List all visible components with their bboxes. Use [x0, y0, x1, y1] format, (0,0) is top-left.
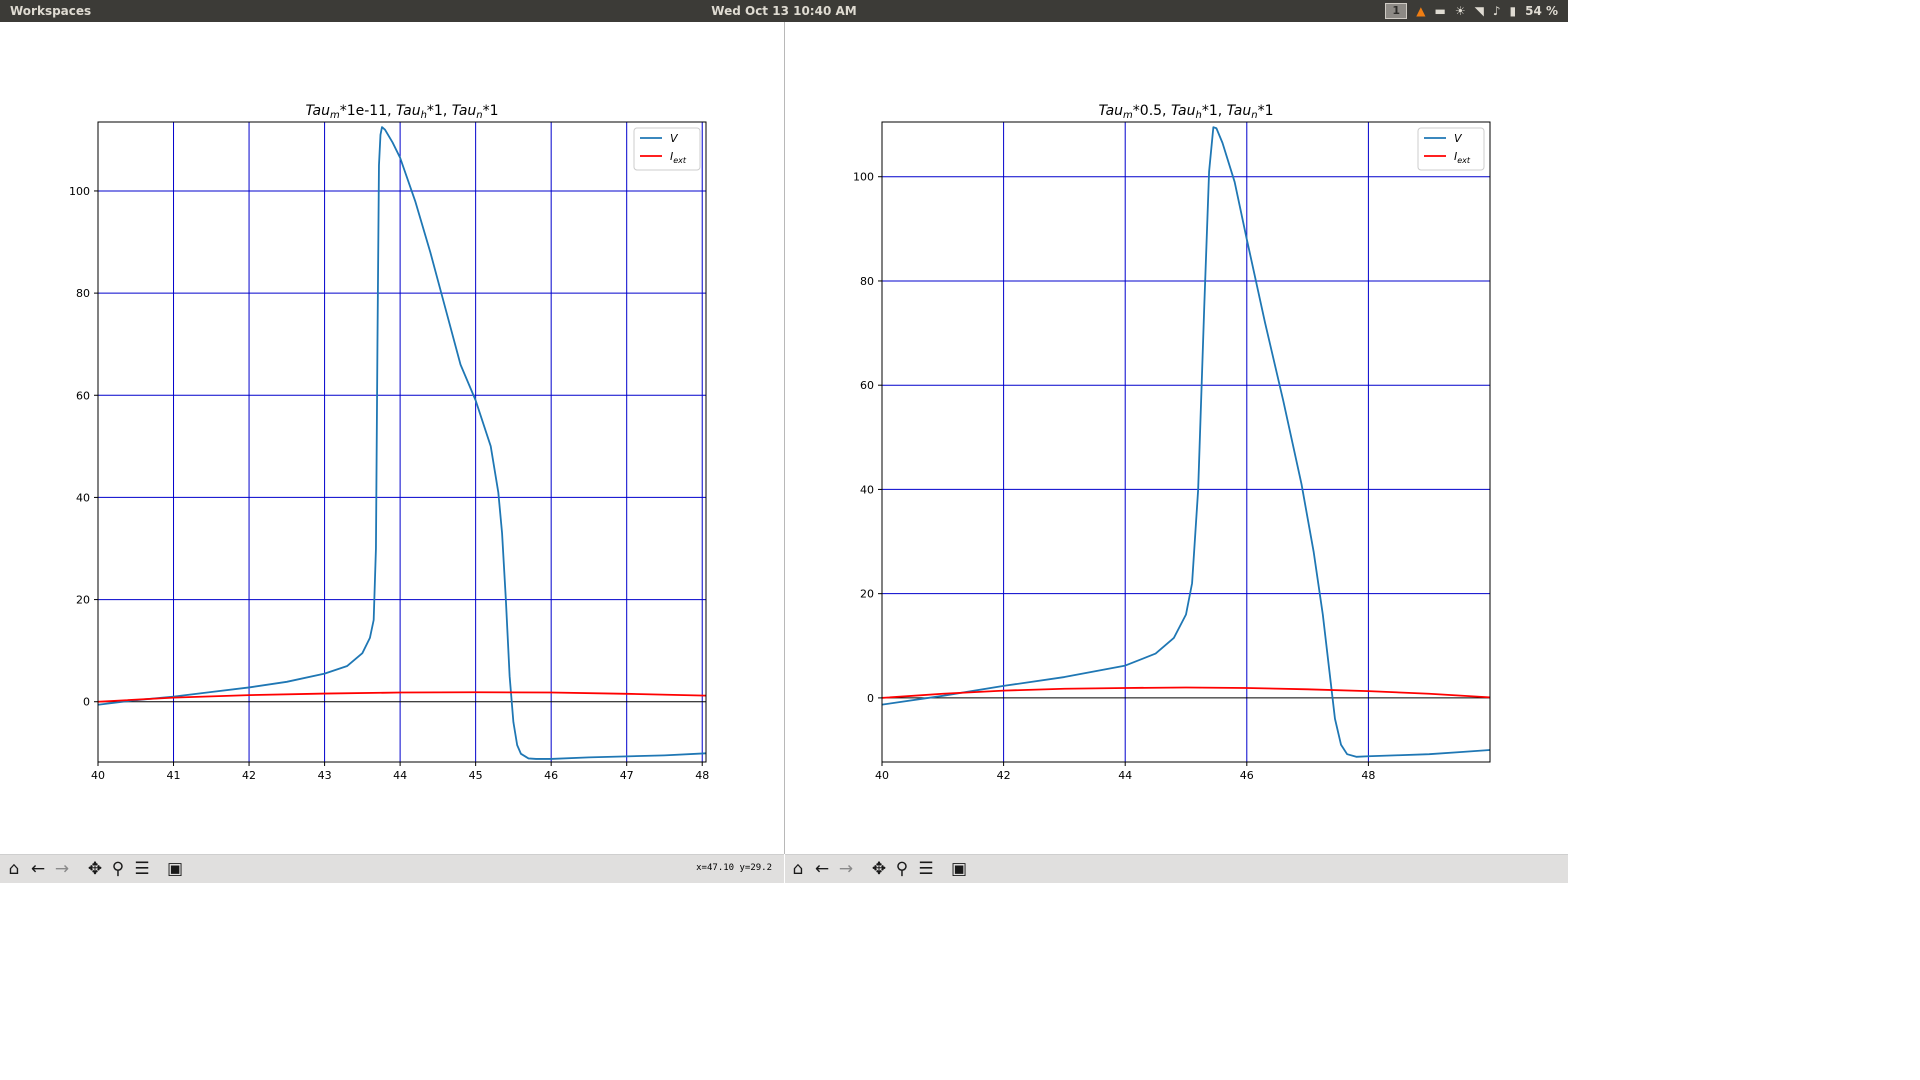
zoom-icon[interactable]: ⚲ [895, 859, 909, 879]
forward-arrow-icon[interactable]: → [54, 859, 70, 879]
legend-label: V [670, 132, 679, 145]
legend-label: V [1454, 132, 1463, 145]
legend: V Iext [1417, 127, 1485, 171]
home-icon[interactable]: ⌂ [792, 859, 804, 879]
save-icon[interactable]: ▣ [166, 859, 184, 879]
y-tick-label: 80 [860, 275, 874, 288]
x-tick-label: 42 [242, 769, 256, 782]
x-tick-label: 42 [997, 769, 1011, 782]
x-tick-label: 41 [167, 769, 181, 782]
workspace-indicator[interactable]: 1 [1385, 3, 1408, 19]
configure-subplots-icon[interactable]: ☰ [918, 859, 934, 879]
battery-percent: 54 % [1525, 4, 1558, 18]
pan-icon[interactable]: ✥ [87, 859, 103, 879]
x-tick-label: 48 [695, 769, 709, 782]
series-line-iext [882, 686, 1490, 699]
chart-1: 40 41 42 43 44 45 46 47 48 0 20 40 60 80 100 Taum*1e-11… [69, 103, 709, 782]
y-tick-label: 100 [69, 185, 90, 198]
plot-canvas[interactable]: 40 41 42 43 44 45 46 47 48 0 20 40 60 80 100 Taum*1e-11… [0, 0, 1568, 882]
y-tick-label: 20 [76, 594, 90, 607]
y-tick-label: 100 [853, 171, 874, 184]
window-divider [784, 22, 785, 854]
back-arrow-icon[interactable]: ← [30, 859, 46, 879]
chart-2: 40 42 44 46 48 0 20 40 60 80 100 Taum*0.5, Tauh*1, … [853, 103, 1491, 782]
clock[interactable]: Wed Oct 13 10:40 AM [711, 4, 857, 18]
keyboard-layout-icon[interactable]: ▬ [1434, 4, 1446, 18]
volume-icon[interactable]: ♪ [1492, 4, 1501, 18]
y-tick-label: 0 [83, 696, 90, 709]
x-tick-label: 44 [393, 769, 407, 782]
configure-subplots-icon[interactable]: ☰ [134, 859, 150, 879]
y-tick-label: 0 [867, 692, 874, 705]
back-arrow-icon[interactable]: ← [814, 859, 830, 879]
zoom-icon[interactable]: ⚲ [111, 859, 125, 879]
home-icon[interactable]: ⌂ [8, 859, 20, 879]
figure-toolbar-right: ⌂ ← → ✥ ⚲ ☰ ▣ [785, 854, 1568, 883]
cursor-coordinates: x=47.10 y=29.2 [696, 863, 772, 873]
system-top-bar: Workspaces Wed Oct 13 10:40 AM 1 ▲ ▬ ☀ ◥… [0, 0, 1568, 22]
x-tick-label: 46 [544, 769, 558, 782]
x-tick-label: 40 [875, 769, 889, 782]
series-line-v [98, 126, 706, 760]
chart-title: Taum*1e-11, Tauh*1, Taun*1 [305, 103, 498, 121]
legend-box [633, 127, 701, 171]
y-tick-label: 60 [76, 389, 90, 402]
x-tick-label: 48 [1361, 769, 1375, 782]
series-line-v [882, 126, 1490, 758]
system-tray: 1 ▲ ▬ ☀ ◥ ♪ ▮ 54 % [1385, 3, 1558, 19]
figure-toolbar-left: ⌂ ← → ✥ ⚲ ☰ ▣ x=47.10 y=29.2 [0, 854, 784, 883]
save-icon[interactable]: ▣ [950, 859, 968, 879]
workspaces-label[interactable]: Workspaces [10, 4, 92, 18]
x-tick-label: 47 [620, 769, 634, 782]
x-tick-label: 40 [91, 769, 105, 782]
axes-frame [881, 121, 1491, 763]
y-tick-label: 40 [76, 491, 90, 504]
vlc-icon[interactable]: ▲ [1416, 4, 1426, 18]
chart-title: Taum*0.5, Tauh*1, Taun*1 [1099, 103, 1274, 121]
brightness-icon[interactable]: ☀ [1454, 4, 1466, 18]
x-tick-label: 45 [469, 769, 483, 782]
x-tick-label: 43 [318, 769, 332, 782]
y-tick-label: 40 [860, 483, 874, 496]
pan-icon[interactable]: ✥ [871, 859, 887, 879]
legend-label: Iext [1454, 150, 1471, 165]
legend: V Iext [633, 127, 701, 171]
y-tick-label: 80 [76, 287, 90, 300]
wifi-icon[interactable]: ◥ [1474, 4, 1484, 18]
x-tick-label: 46 [1240, 769, 1254, 782]
legend-label: Iext [670, 150, 687, 165]
x-tick-label: 44 [1118, 769, 1132, 782]
axes-frame [97, 121, 707, 763]
y-tick-label: 60 [860, 379, 874, 392]
series-line-iext [98, 691, 706, 703]
battery-icon[interactable]: ▮ [1509, 4, 1517, 18]
y-tick-label: 20 [860, 588, 874, 601]
legend-box [1417, 127, 1485, 171]
forward-arrow-icon[interactable]: → [838, 859, 854, 879]
